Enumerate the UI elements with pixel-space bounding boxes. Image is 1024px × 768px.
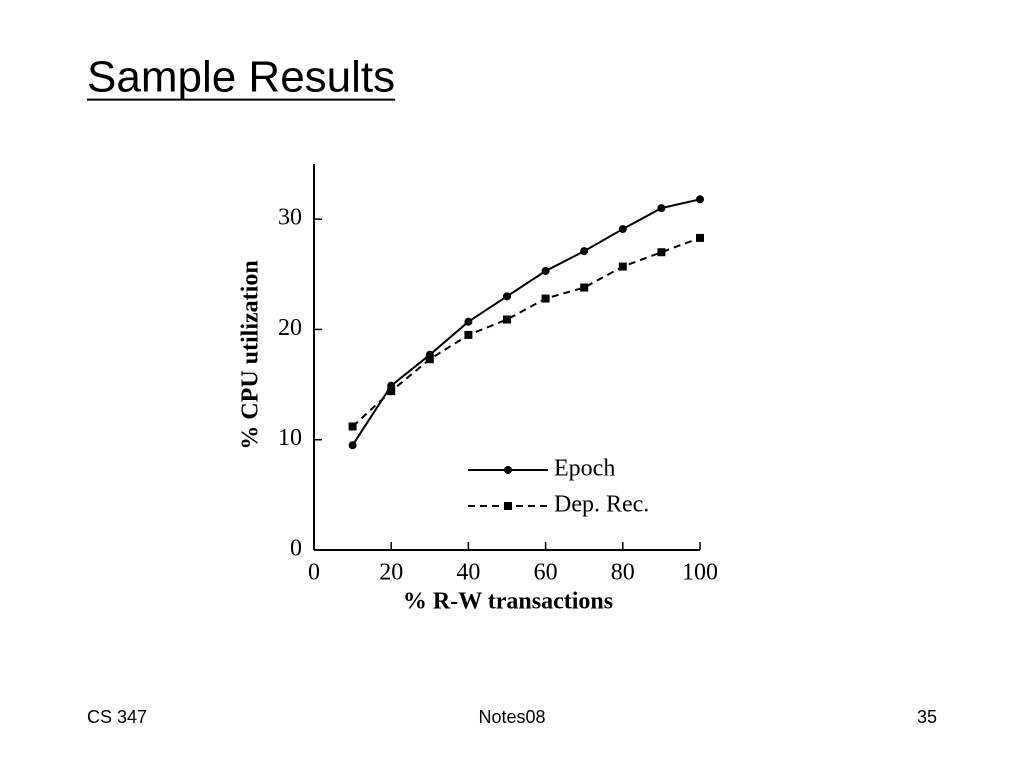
legend-label: Dep. Rec. [554, 492, 649, 518]
y-tick-label: 20 [278, 315, 302, 341]
data-point [503, 315, 511, 324]
data-point [541, 294, 550, 303]
data-point [618, 262, 627, 271]
x-axis-label: % R-W transactions [403, 589, 613, 615]
x-tick-label: 0 [308, 560, 320, 586]
footer-right: 35 [917, 707, 937, 727]
data-point [696, 195, 704, 204]
footer-left: CS 347 [87, 707, 147, 727]
data-point [425, 355, 434, 364]
legend-marker [504, 466, 512, 474]
legend-label: Epoch [554, 456, 615, 482]
data-point [464, 317, 473, 326]
y-axis-label: % CPU utilization [238, 260, 264, 449]
x-tick-label: 100 [682, 560, 718, 586]
x-tick-label: 40 [456, 560, 480, 586]
x-tick-label: 80 [611, 560, 635, 586]
y-tick-label: 30 [278, 205, 302, 231]
y-tick-label: 0 [290, 536, 302, 562]
x-tick-label: 20 [379, 560, 403, 586]
data-point [657, 248, 666, 257]
data-point [696, 233, 704, 242]
y-tick-label: 10 [278, 425, 302, 451]
data-point [348, 422, 357, 431]
data-point [464, 330, 473, 339]
series-line [351, 198, 701, 446]
data-point [580, 247, 589, 256]
data-point [503, 292, 511, 301]
data-point [657, 204, 666, 213]
footer-center: Notes08 [478, 707, 545, 727]
legend-marker [504, 502, 512, 510]
data-point [580, 283, 589, 292]
data-point [348, 441, 357, 450]
slide-title: Sample Results [87, 53, 395, 102]
data-point [541, 266, 550, 275]
data-point [387, 387, 396, 396]
series-line [351, 236, 701, 428]
x-tick-label: 60 [534, 560, 558, 586]
data-point [618, 225, 627, 234]
